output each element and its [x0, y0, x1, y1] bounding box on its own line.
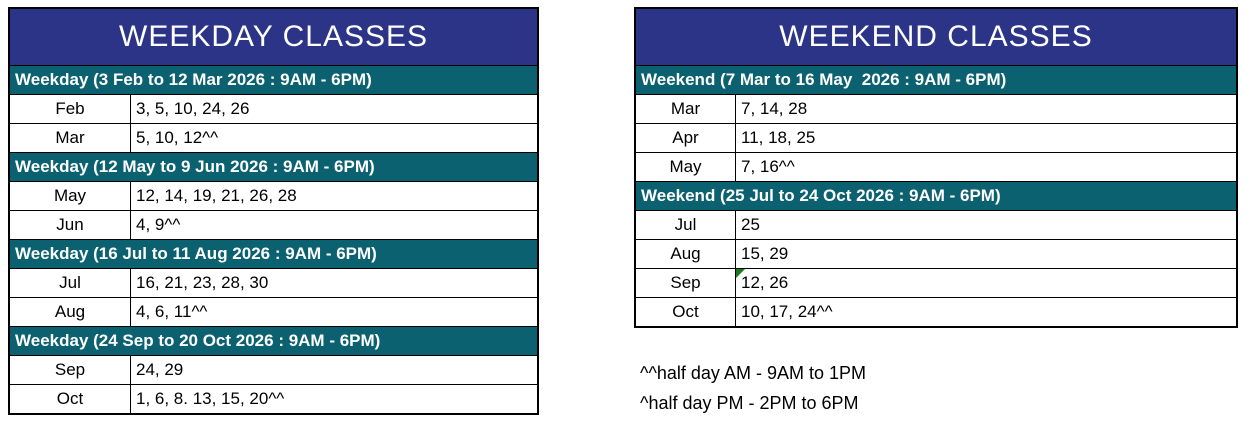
- table-row: Jul 16, 21, 23, 28, 30: [10, 269, 537, 298]
- weekend-table-title[interactable]: WEEKEND CLASSES: [636, 9, 1236, 66]
- table-row: Feb 3, 5, 10, 24, 26: [10, 95, 537, 124]
- month-cell[interactable]: Jul: [10, 269, 131, 297]
- dates-cell[interactable]: 5, 10, 12^^: [136, 128, 219, 147]
- weekday-section-header-4[interactable]: Weekday (24 Sep to 20 Oct 2026 : 9AM - 6…: [10, 327, 537, 356]
- dates-cell[interactable]: 1, 6, 8. 13, 15, 20^^: [136, 389, 285, 408]
- cell-error-indicator-icon: [736, 269, 745, 278]
- month-cell[interactable]: Oct: [10, 385, 131, 413]
- weekday-section-header-1[interactable]: Weekday (3 Feb to 12 Mar 2026 : 9AM - 6P…: [10, 66, 537, 95]
- month-cell[interactable]: Jun: [10, 211, 131, 239]
- table-row: Apr 11, 18, 25: [636, 124, 1236, 153]
- table-row: Mar 7, 14, 28: [636, 95, 1236, 124]
- month-cell[interactable]: May: [10, 182, 131, 210]
- dates-cell[interactable]: 7, 14, 28: [741, 99, 808, 118]
- table-row: Jul 25: [636, 211, 1236, 240]
- table-row: Aug 4, 6, 11^^: [10, 298, 537, 327]
- weekday-table-title[interactable]: WEEKDAY CLASSES: [10, 9, 537, 66]
- dates-cell[interactable]: 11, 18, 25: [741, 128, 816, 147]
- weekend-section-header-2[interactable]: Weekend (25 Jul to 24 Oct 2026 : 9AM - 6…: [636, 182, 1236, 211]
- dates-cell[interactable]: 12, 26: [736, 269, 1236, 297]
- dates-cell[interactable]: 15, 29: [741, 244, 789, 263]
- month-cell[interactable]: Mar: [636, 95, 736, 123]
- dates-cell[interactable]: 16, 21, 23, 28, 30: [136, 273, 269, 292]
- dates-cell[interactable]: 12, 14, 19, 21, 26, 28: [136, 186, 297, 205]
- month-cell[interactable]: Oct: [636, 298, 736, 326]
- weekday-section-header-3[interactable]: Weekday (16 Jul to 11 Aug 2026 : 9AM - 6…: [10, 240, 537, 269]
- table-row: Mar 5, 10, 12^^: [10, 124, 537, 153]
- month-cell[interactable]: Apr: [636, 124, 736, 152]
- dates-cell[interactable]: 24, 29: [136, 360, 184, 379]
- table-row: Oct 10, 17, 24^^: [636, 298, 1236, 326]
- weekend-classes-table: WEEKEND CLASSES Weekend (7 Mar to 16 May…: [634, 7, 1238, 328]
- footnotes: ^^half day AM - 9AM to 1PM ^half day PM …: [640, 358, 866, 418]
- weekday-classes-table: WEEKDAY CLASSES Weekday (3 Feb to 12 Mar…: [8, 7, 539, 415]
- weekend-section-header-1[interactable]: Weekend (7 Mar to 16 May 2026 : 9AM - 6P…: [636, 66, 1236, 95]
- table-row: Oct 1, 6, 8. 13, 15, 20^^: [10, 385, 537, 413]
- footnote-half-day-am: ^^half day AM - 9AM to 1PM: [640, 363, 866, 383]
- table-row: Aug 15, 29: [636, 240, 1236, 269]
- dates-cell[interactable]: 7, 16^^: [741, 157, 795, 176]
- month-cell[interactable]: Sep: [636, 269, 736, 297]
- month-cell[interactable]: Aug: [636, 240, 736, 268]
- dates-cell[interactable]: 3, 5, 10, 24, 26: [136, 99, 250, 118]
- dates-cell[interactable]: 25: [741, 215, 760, 234]
- month-cell[interactable]: Jul: [636, 211, 736, 239]
- month-cell[interactable]: Feb: [10, 95, 131, 123]
- month-cell[interactable]: Sep: [10, 356, 131, 384]
- month-cell[interactable]: Aug: [10, 298, 131, 326]
- month-cell[interactable]: May: [636, 153, 736, 181]
- table-row: May 12, 14, 19, 21, 26, 28: [10, 182, 537, 211]
- weekday-section-header-2[interactable]: Weekday (12 May to 9 Jun 2026 : 9AM - 6P…: [10, 153, 537, 182]
- footnote-half-day-pm: ^half day PM - 2PM to 6PM: [640, 393, 859, 413]
- table-row: May 7, 16^^: [636, 153, 1236, 182]
- month-cell[interactable]: Mar: [10, 124, 131, 152]
- dates-cell[interactable]: 4, 6, 11^^: [136, 302, 208, 321]
- table-row: Sep 12, 26: [636, 269, 1236, 298]
- dates-cell[interactable]: 4, 9^^: [136, 215, 181, 234]
- table-row: Sep 24, 29: [10, 356, 537, 385]
- table-row: Jun 4, 9^^: [10, 211, 537, 240]
- dates-cell[interactable]: 10, 17, 24^^: [741, 302, 833, 321]
